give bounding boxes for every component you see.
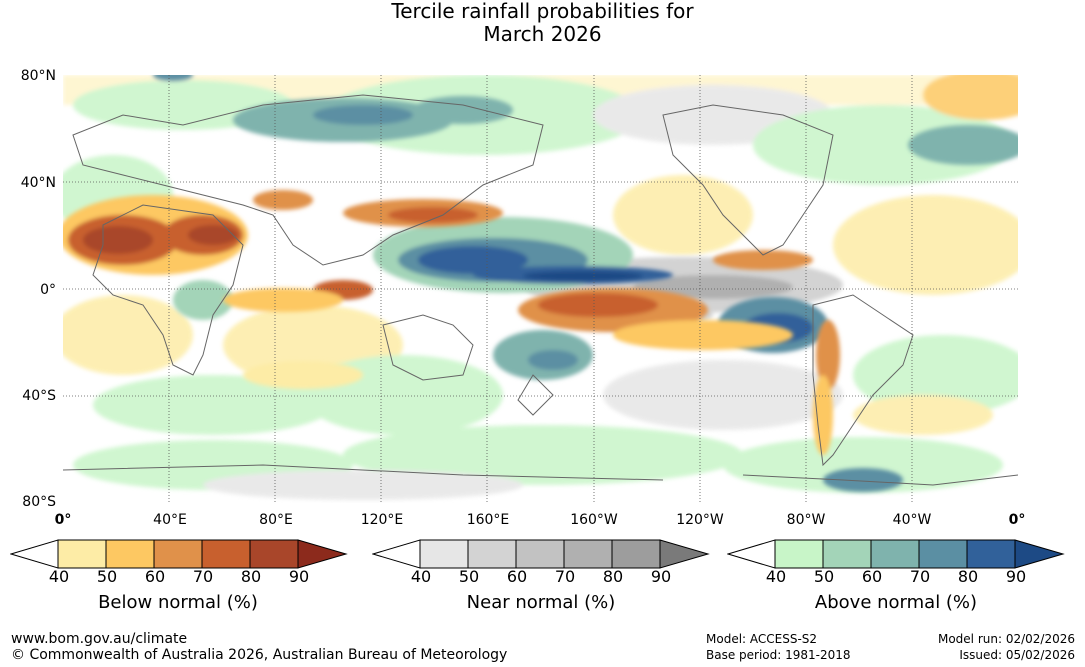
colorbar-tick: 40 (410, 567, 432, 586)
colorbar-below-normal (10, 539, 348, 569)
colorbar-segment (249, 539, 299, 569)
colorbar-tick: 80 (602, 567, 624, 586)
colorbar-tick: 70 (554, 567, 576, 586)
lat-label-80s: 80°S (22, 494, 56, 510)
colorbar-label-below: Below normal (%) (98, 592, 258, 613)
lon-label-0-right: 0° (1008, 512, 1026, 528)
lon-label-80w: 80°W (786, 512, 826, 528)
lon-label-40e: 40°E (153, 512, 187, 528)
colorbar-tick: 50 (96, 567, 118, 586)
colorbar-tick: 90 (650, 567, 672, 586)
map-svg (63, 75, 1018, 503)
colorbar-tick: 60 (506, 567, 528, 586)
coastlines (63, 94, 1018, 486)
colorbar-tick: 60 (144, 567, 166, 586)
footer-model-run: Model run: 02/02/2026 (937, 632, 1075, 646)
colorbar-tick: 60 (861, 567, 883, 586)
colorbar-tick: 40 (48, 567, 70, 586)
colorbar-extend-high (297, 539, 348, 569)
lon-label-160e: 160°E (466, 512, 510, 528)
graticule (63, 75, 1018, 503)
colorbar-tick: 90 (1005, 567, 1027, 586)
colorbar-extend-low (10, 539, 59, 569)
colorbar-segment (419, 539, 469, 569)
colorbar-extend-low (372, 539, 421, 569)
lat-label-40s: 40°S (22, 388, 56, 404)
colorbar-above-normal (727, 539, 1065, 569)
colorbar-tick: 80 (957, 567, 979, 586)
lon-label-120e: 120°E (360, 512, 404, 528)
below-normal-features (63, 190, 840, 455)
colorbar-segment (201, 539, 251, 569)
colorbar-extend-high (659, 539, 710, 569)
lon-label-40w: 40°W (892, 512, 932, 528)
colorbar-segment (467, 539, 517, 569)
colorbar-segment (105, 539, 155, 569)
footer-base-period: Base period: 1981-2018 (706, 648, 851, 662)
footer-copyright: © Commonwealth of Australia 2026, Austra… (11, 647, 508, 663)
colorbar-segment (774, 539, 824, 569)
colorbar-segment (918, 539, 968, 569)
colorbar-tick: 70 (909, 567, 931, 586)
lat-label-40n: 40°N (20, 175, 56, 191)
colorbar-segment (153, 539, 203, 569)
lat-label-0: 0° (40, 282, 56, 298)
colorbar-segment (966, 539, 1016, 569)
lon-label-120w: 120°W (676, 512, 724, 528)
colorbar-near-normal (372, 539, 710, 569)
colorbar-segment (515, 539, 565, 569)
colorbar-segment (563, 539, 613, 569)
map-title: Tercile rainfall probabilities for March… (391, 0, 694, 46)
colorbar-tick: 80 (240, 567, 262, 586)
lon-label-0-left: 0° (54, 512, 72, 528)
lat-label-80n: 80°N (20, 68, 56, 84)
rainfall-probability-map (63, 75, 1018, 503)
lon-label-160w: 160°W (570, 512, 618, 528)
colorbar-tick: 90 (288, 567, 310, 586)
colorbar-extend-high (1014, 539, 1065, 569)
colorbar-segment (822, 539, 872, 569)
above-normal-features (153, 75, 1018, 492)
colorbar-label-above: Above normal (%) (814, 592, 978, 613)
colorbar-extend-low (727, 539, 776, 569)
footer-issued: Issued: 05/02/2026 (959, 648, 1075, 662)
footer-model: Model: ACCESS-S2 (706, 632, 818, 646)
colorbar-tick: 40 (765, 567, 787, 586)
colorbar-segment (57, 539, 107, 569)
colorbar-label-near: Near normal (%) (466, 592, 616, 613)
colorbar-segment (611, 539, 661, 569)
footer-website: www.bom.gov.au/climate (11, 631, 188, 647)
colorbar-tick: 70 (192, 567, 214, 586)
lon-label-80e: 80°E (259, 512, 293, 528)
colorbar-segment (870, 539, 920, 569)
colorbar-tick: 50 (813, 567, 835, 586)
background-patches (63, 75, 1018, 500)
colorbar-tick: 50 (458, 567, 480, 586)
